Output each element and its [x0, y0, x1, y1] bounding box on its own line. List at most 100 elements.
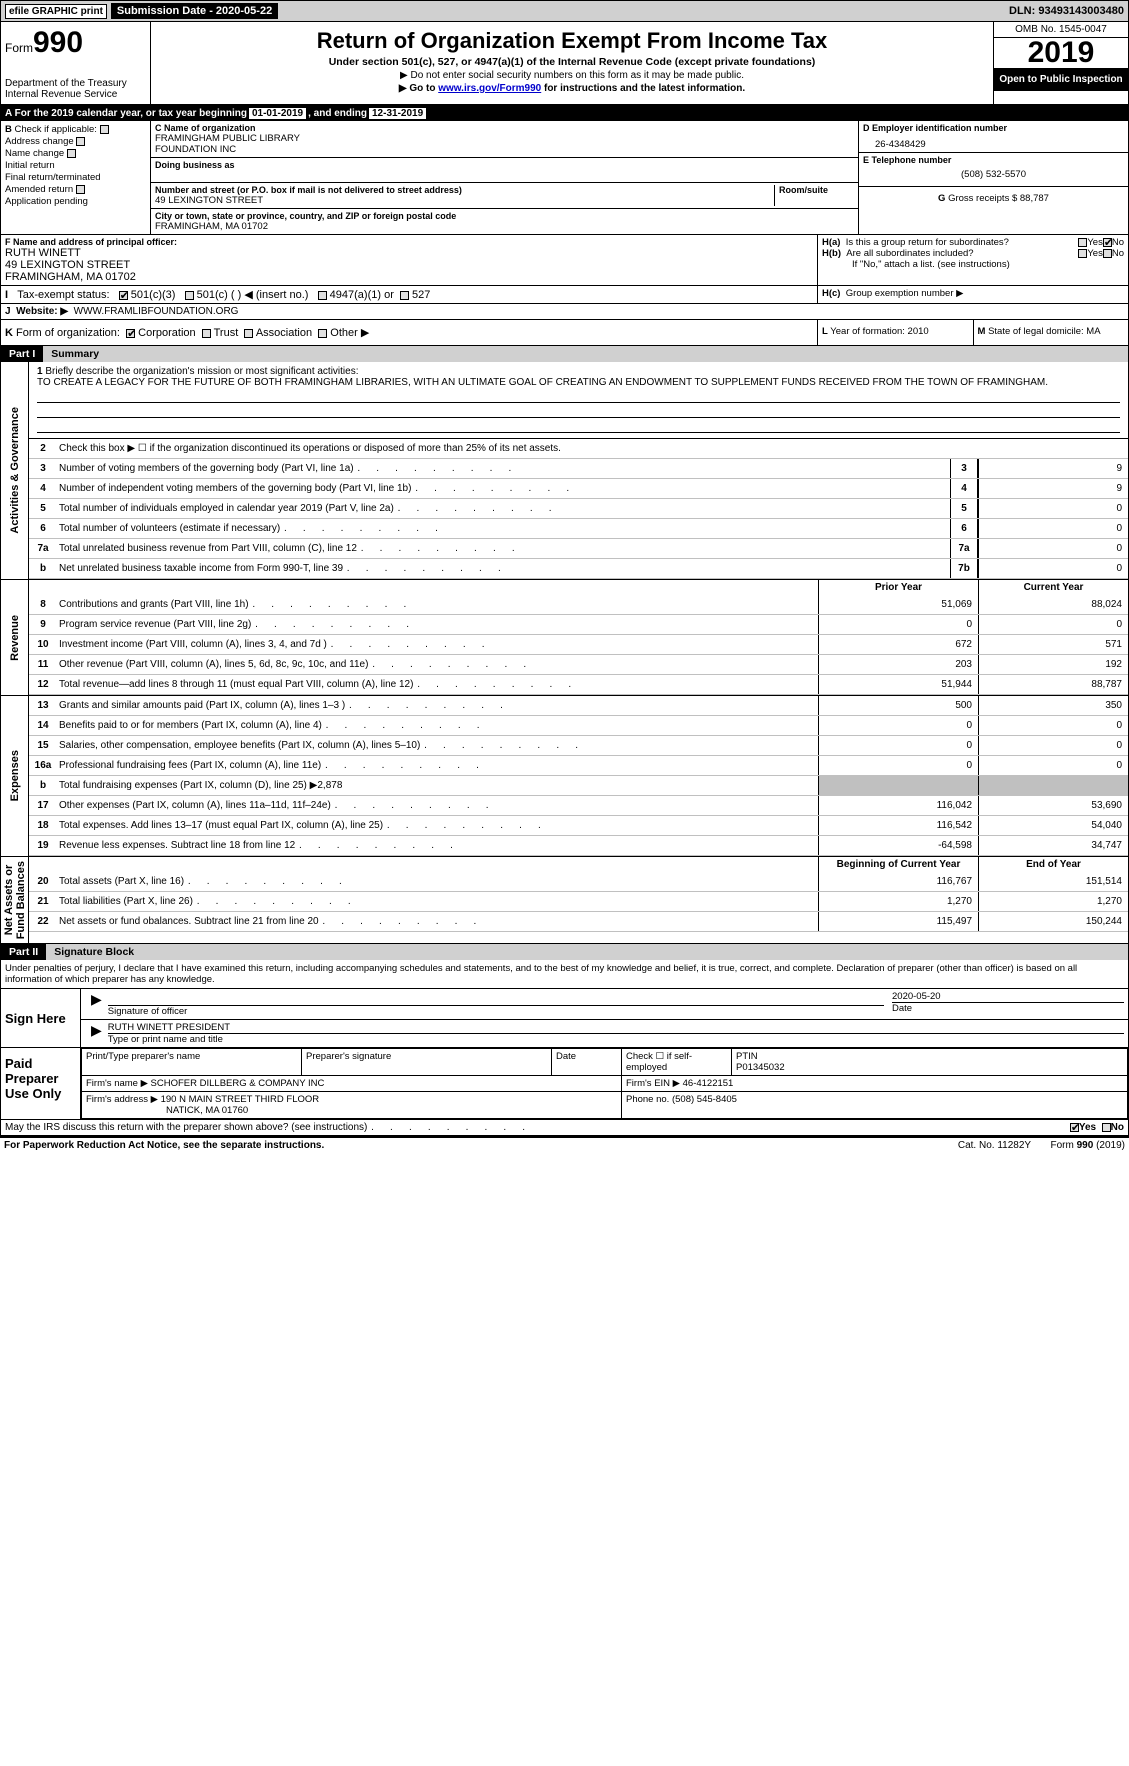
checkbox-icon[interactable] [318, 329, 327, 338]
gross-receipts-value: 88,787 [1020, 193, 1049, 204]
line-current: 0 [978, 736, 1128, 755]
line-desc: Total expenses. Add lines 13–17 (must eq… [57, 818, 818, 833]
e-phone-cell: E Telephone number (508) 532-5570 [859, 153, 1128, 187]
table-row: Print/Type preparer's name Preparer's si… [82, 1049, 1128, 1076]
line-desc: Total fundraising expenses (Part IX, col… [57, 778, 818, 793]
line-desc: Revenue less expenses. Subtract line 18 … [57, 838, 818, 853]
opt-other: Other ▶ [330, 327, 369, 339]
firm-ein-cell: Firm's EIN ▶ 46-4122151 [622, 1076, 1128, 1092]
form-title: Return of Organization Exempt From Incom… [159, 28, 985, 54]
checkbox-icon[interactable] [400, 291, 409, 300]
sign-here-label: Sign Here [1, 989, 81, 1047]
checkbox-icon[interactable] [100, 125, 109, 134]
summary-line: 10 Investment income (Part VIII, column … [29, 635, 1128, 655]
hb-label: H(b) [822, 248, 841, 259]
footer-right: Cat. No. 11282Y Form 990 (2019) [958, 1140, 1125, 1151]
line-desc: Other expenses (Part IX, column (A), lin… [57, 798, 818, 813]
yes-label: Yes [1087, 248, 1103, 259]
summary-line: b Net unrelated business taxable income … [29, 559, 1128, 579]
c-label: C Name of organization [155, 123, 854, 133]
addr-cell: Number and street (or P.O. box if mail i… [151, 183, 858, 209]
section-b-right: D Employer identification number 26-4348… [858, 121, 1128, 234]
part-i-label: Part I [1, 346, 43, 362]
pt-sig-label: Preparer's signature [302, 1049, 552, 1076]
g-receipts-cell: G Gross receipts $ 88,787 [859, 187, 1128, 210]
j-text: Website: ▶ [16, 306, 68, 317]
header-center: Return of Organization Exempt From Incom… [151, 22, 993, 104]
line-current: 54,040 [978, 816, 1128, 835]
line-desc: Total number of individuals employed in … [57, 501, 950, 516]
line-value: 0 [978, 559, 1128, 578]
l-m-cells: L Year of formation: 2010 M State of leg… [818, 320, 1128, 345]
checkbox-icon[interactable] [1078, 238, 1087, 247]
checkbox-icon[interactable] [1078, 249, 1087, 258]
summary-line: 9 Program service revenue (Part VIII, li… [29, 615, 1128, 635]
q1-text: Briefly describe the organization's miss… [45, 366, 358, 377]
firm-phone-cell: Phone no. (508) 545-8405 [622, 1092, 1128, 1119]
hc-label: H(c) [822, 288, 840, 299]
summary-line: 21 Total liabilities (Part X, line 26) 1… [29, 892, 1128, 912]
m-text: State of legal domicile: MA [988, 326, 1100, 337]
revenue-section: Revenue Prior Year Current Year 8 Contri… [1, 580, 1128, 696]
checkbox-icon[interactable] [1102, 1123, 1111, 1132]
pt-date-label: Date [552, 1049, 622, 1076]
opt-pending: Application pending [5, 196, 146, 207]
checkbox-icon[interactable] [1103, 249, 1112, 258]
opt-assoc: Association [256, 327, 312, 339]
mission-statement: TO CREATE A LEGACY FOR THE FUTURE OF BOT… [37, 377, 1048, 388]
sig-name-row: ▶ RUTH WINETT PRESIDENT Type or print na… [81, 1020, 1128, 1047]
j-website-row: J Website: ▶ WWW.FRAMLIBFOUNDATION.ORG [1, 304, 1128, 320]
row-a-end: 12-31-2019 [369, 108, 426, 119]
line-desc: Net assets or fund obalances. Subtract l… [57, 914, 818, 929]
checkbox-icon[interactable] [185, 291, 194, 300]
col-header-na: Beginning of Current Year End of Year [29, 857, 1128, 872]
expenses-section: Expenses 13 Grants and similar amounts p… [1, 696, 1128, 857]
footer-form: Form 990 (2019) [1051, 1140, 1125, 1151]
row-a-calendar: A For the 2019 calendar year, or tax yea… [1, 106, 1128, 121]
line-num: b [29, 778, 57, 793]
officer-name-title: RUTH WINETT PRESIDENT [108, 1022, 1124, 1033]
line-box: 5 [950, 499, 978, 518]
opt-final-return: Final return/terminated [5, 172, 146, 183]
line-prior: 115,497 [818, 912, 978, 931]
org-name-1: FRAMINGHAM PUBLIC LIBRARY [155, 133, 854, 144]
vlabel-activities: Activities & Governance [7, 403, 23, 538]
line-current: 192 [978, 655, 1128, 674]
line-value: 9 [978, 459, 1128, 478]
line-prior: 672 [818, 635, 978, 654]
line-prior: 0 [818, 615, 978, 634]
m-label: M [978, 326, 986, 337]
line-desc: Grants and similar amounts paid (Part IX… [57, 698, 818, 713]
summary-line: b Total fundraising expenses (Part IX, c… [29, 776, 1128, 796]
form-subtitle: Under section 501(c), 527, or 4947(a)(1)… [159, 56, 985, 68]
perjury-statement: Under penalties of perjury, I declare th… [1, 960, 1128, 989]
checkbox-checked-icon[interactable] [119, 291, 128, 300]
line-current: 34,747 [978, 836, 1128, 855]
line-desc: Number of voting members of the governin… [57, 461, 950, 476]
irs-link[interactable]: www.irs.gov/Form990 [438, 83, 541, 94]
b-check-label: Check if applicable: [15, 124, 97, 135]
checkbox-checked-icon[interactable] [1070, 1123, 1079, 1132]
section-f-h: F Name and address of principal officer:… [1, 235, 1128, 286]
footer: For Paperwork Reduction Act Notice, see … [0, 1137, 1129, 1153]
checkbox-icon[interactable] [76, 185, 85, 194]
summary-line: 4 Number of independent voting members o… [29, 479, 1128, 499]
open-to-public: Open to Public Inspection [994, 68, 1128, 91]
line-num: 18 [29, 818, 57, 833]
checkbox-icon[interactable] [202, 329, 211, 338]
line-current: 1,270 [978, 892, 1128, 911]
i-tax-status: I Tax-exempt status: 501(c)(3) 501(c) ( … [1, 286, 818, 303]
checkbox-icon[interactable] [67, 149, 76, 158]
efile-badge: efile GRAPHIC print [5, 4, 107, 19]
checkbox-checked-icon[interactable] [1103, 238, 1112, 247]
col-end: End of Year [978, 857, 1128, 872]
line-curr-gray [978, 776, 1128, 795]
dln: DLN: 93493143003480 [1009, 5, 1124, 17]
line-desc: Salaries, other compensation, employee b… [57, 738, 818, 753]
checkbox-icon[interactable] [318, 291, 327, 300]
checkbox-icon[interactable] [76, 137, 85, 146]
line-prior: -64,598 [818, 836, 978, 855]
form-container: efile GRAPHIC print Submission Date - 20… [0, 0, 1129, 1137]
checkbox-checked-icon[interactable] [126, 329, 135, 338]
checkbox-icon[interactable] [244, 329, 253, 338]
